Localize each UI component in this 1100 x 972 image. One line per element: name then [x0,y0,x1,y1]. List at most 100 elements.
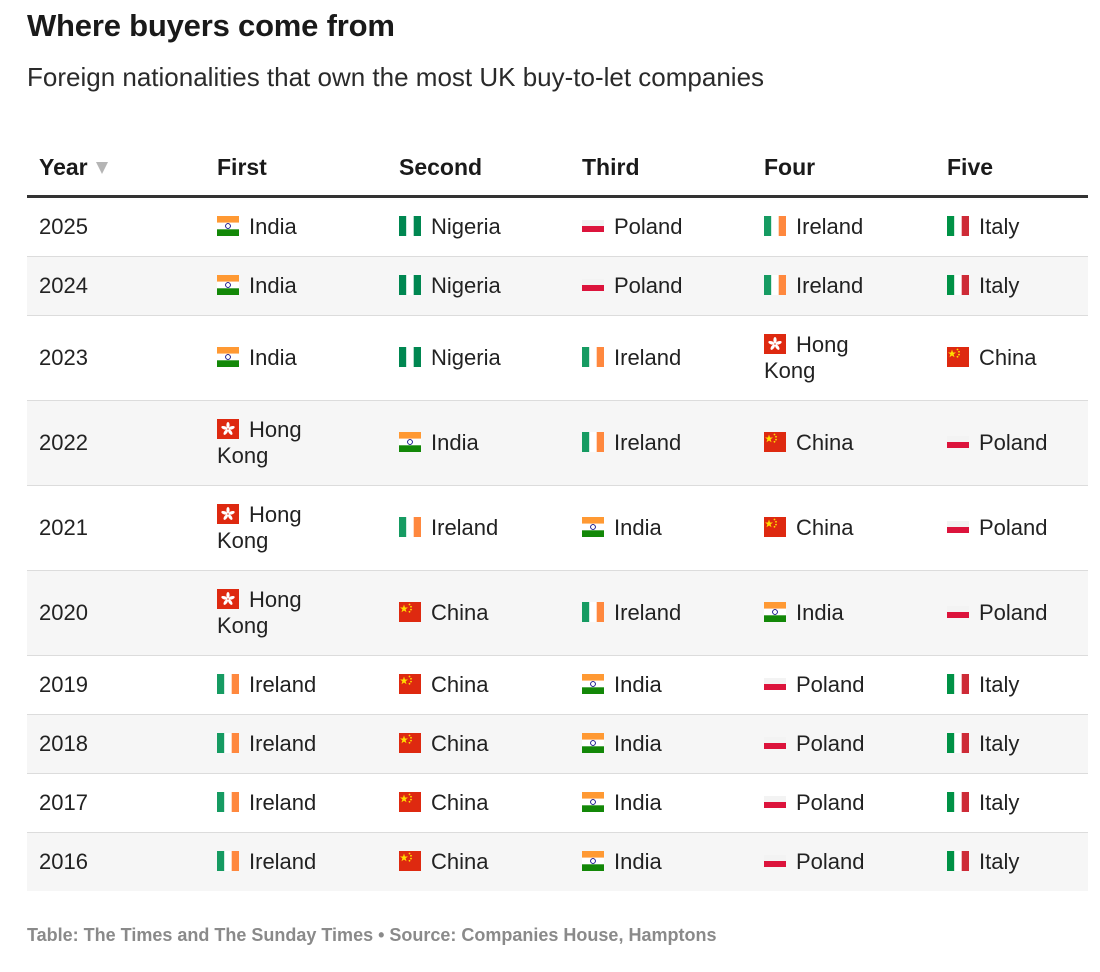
rank-cell: Nigeria [387,256,570,316]
rank-cell: China [752,400,935,486]
rank-cell: Poland [752,773,935,833]
rank-cell: Ireland [570,315,752,401]
country-entry: India [217,273,297,299]
country-entry: Poland [764,790,865,816]
country-entry: Ireland [217,731,316,757]
rank-cell: Ireland [205,714,387,774]
rank-cell: Ireland [205,773,387,833]
italy-flag-icon [947,733,969,753]
country-entry: Poland [764,849,865,875]
rank-cell: Italy [935,256,1088,316]
country-label: Hong Kong [764,332,849,383]
chart-subtitle: Foreign nationalities that own the most … [27,62,765,92]
country-label: Poland [796,790,865,815]
table-row: 2020 Hong Kong China Ireland India Poland [27,570,1088,656]
india-flag-icon [582,851,604,871]
rank-cell: Nigeria [387,196,570,257]
column-header-third[interactable]: Third [570,139,752,198]
country-label: Poland [979,515,1048,540]
country-entry: Ireland [582,600,681,626]
country-label: China [431,672,489,697]
rank-cell: Poland [752,832,935,891]
table-row: 2025 India Nigeria Poland Ireland Italy [27,196,1088,257]
country-label: China [431,849,489,874]
rank-cell: India [570,485,752,571]
year-cell: 2016 [27,832,205,891]
country-entry: India [582,849,662,875]
rank-cell: Hong Kong [205,570,387,656]
india-flag-icon [582,517,604,537]
column-header-first[interactable]: First [205,139,387,198]
ireland-flag-icon [399,517,421,537]
india-flag-icon [399,432,421,452]
rank-cell: China [387,832,570,891]
year-cell: 2024 [27,256,205,316]
poland-flag-icon [582,216,604,236]
country-entry: Ireland [217,790,316,816]
ireland-flag-icon [217,674,239,694]
rank-cell: Ireland [752,256,935,316]
country-entry: China [399,600,488,626]
country-label: India [614,731,662,756]
rank-cell: Ireland [205,832,387,891]
hong-kong-flag-icon [217,419,239,439]
rank-cell: Hong Kong [205,485,387,571]
country-entry: Italy [947,790,1019,816]
country-entry: India [217,214,297,240]
country-label: India [614,515,662,540]
country-label: Poland [796,849,865,874]
rank-cell: Ireland [570,570,752,656]
india-flag-icon [764,602,786,622]
source-note: Table: The Times and The Sunday Times • … [27,925,717,945]
country-entry: Hong Kong [764,332,896,384]
hong-kong-flag-icon [764,334,786,354]
rank-cell: Italy [935,714,1088,774]
rank-cell: Ireland [205,655,387,715]
country-label: Nigeria [431,214,501,239]
country-label: China [796,515,854,540]
country-label: Poland [796,731,865,756]
country-label: India [249,214,297,239]
column-header-label: Year [39,153,88,180]
country-label: China [796,430,854,455]
country-label: Ireland [431,515,499,540]
country-label: Ireland [614,345,682,370]
country-entry: Italy [947,731,1019,757]
rank-cell: Poland [570,256,752,316]
italy-flag-icon [947,792,969,812]
column-header-second[interactable]: Second [387,139,570,198]
sort-descending-icon[interactable] [95,162,108,175]
column-header-four[interactable]: Four [752,139,935,198]
hong-kong-flag-icon [217,589,239,609]
country-label: India [614,849,662,874]
rank-cell: Poland [570,196,752,257]
poland-flag-icon [764,733,786,753]
country-label: Italy [979,672,1020,697]
ireland-flag-icon [217,792,239,812]
column-header-five[interactable]: Five [935,139,1088,198]
table-row: 2017 Ireland China India Poland Italy [27,773,1088,833]
poland-flag-icon [764,792,786,812]
table-row: 2024 India Nigeria Poland Ireland Italy [27,256,1088,316]
rank-cell: Ireland [752,196,935,257]
year-cell: 2022 [27,400,205,486]
country-label: Ireland [249,731,317,756]
rank-cell: China [752,485,935,571]
rank-cell: Italy [935,196,1088,257]
country-label: Ireland [614,600,682,625]
year-cell: 2019 [27,655,205,715]
column-header-year[interactable]: Year [27,139,205,198]
rank-cell: India [205,315,387,401]
country-entry: India [582,790,662,816]
rank-cell: Italy [935,832,1088,891]
table-body: 2025 India Nigeria Poland Ireland Italy 2024 In… [27,196,1088,891]
italy-flag-icon [947,851,969,871]
rank-cell: India [570,832,752,891]
country-entry: Poland [947,430,1048,456]
rank-cell: Poland [752,655,935,715]
country-entry: China [764,430,853,456]
country-label: Ireland [796,273,864,298]
country-entry: China [399,849,488,875]
china-flag-icon [399,792,421,812]
country-entry: Italy [947,849,1019,875]
